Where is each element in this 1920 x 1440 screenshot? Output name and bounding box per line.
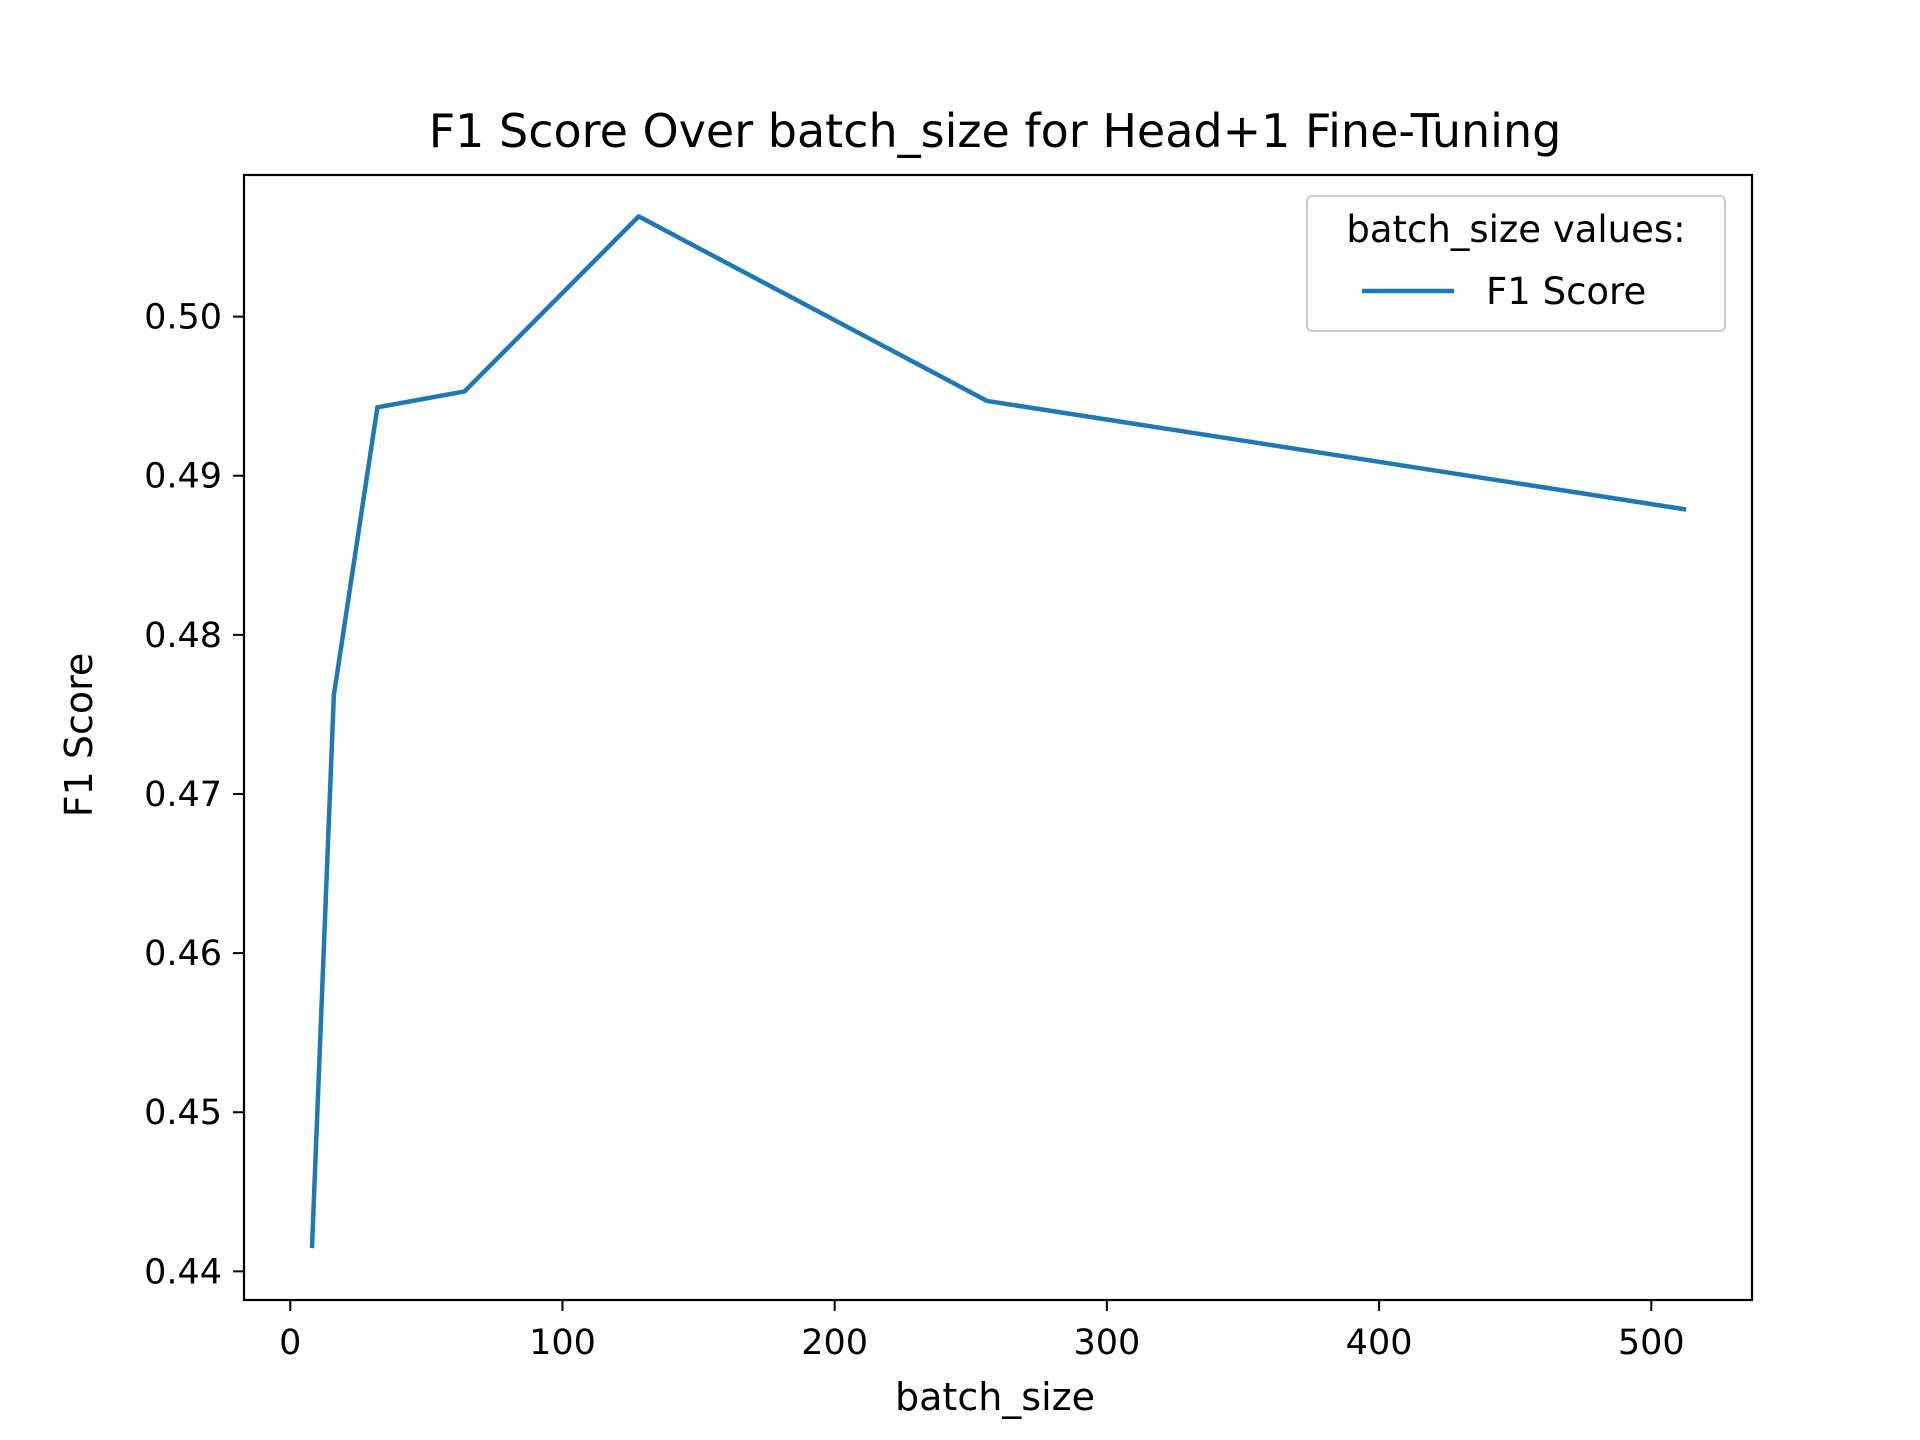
x-tick-label: 500 (1618, 1323, 1685, 1363)
x-tick-label: 0 (279, 1323, 301, 1363)
y-tick-label: 0.44 (144, 1252, 222, 1292)
series-layer (309, 214, 1687, 1249)
plot-frame (242, 173, 1754, 1302)
legend-title: batch_size values: (1346, 208, 1685, 251)
plot-area (242, 173, 1754, 1302)
y-tick-label: 0.48 (144, 616, 222, 656)
x-tick-label: 200 (801, 1323, 868, 1363)
legend-series-label: F1 Score (1486, 270, 1646, 313)
legend: batch_size values: F1 Score (1306, 195, 1726, 332)
y-tick-label: 0.50 (144, 298, 222, 338)
x-tick-label: 300 (1073, 1323, 1140, 1363)
x-axis-label: batch_size (895, 1375, 1095, 1419)
y-tick-label: 0.49 (144, 457, 222, 497)
y-axis-ticks: 0.44 0.45 0.46 0.47 0.48 0.49 0.50 (144, 298, 244, 1292)
x-axis-ticks: 0 100 200 300 400 500 (279, 1300, 1685, 1363)
x-tick-label: 100 (529, 1323, 596, 1363)
legend-box (1306, 195, 1726, 332)
series-line (309, 214, 1687, 1249)
y-tick-label: 0.45 (144, 1093, 222, 1133)
y-axis-label: F1 Score (57, 653, 101, 818)
y-tick-label: 0.46 (144, 934, 222, 974)
y-tick-label: 0.47 (144, 775, 222, 815)
chart-title: F1 Score Over batch_size for Head+1 Fine… (429, 104, 1562, 158)
x-tick-label: 400 (1346, 1323, 1413, 1363)
